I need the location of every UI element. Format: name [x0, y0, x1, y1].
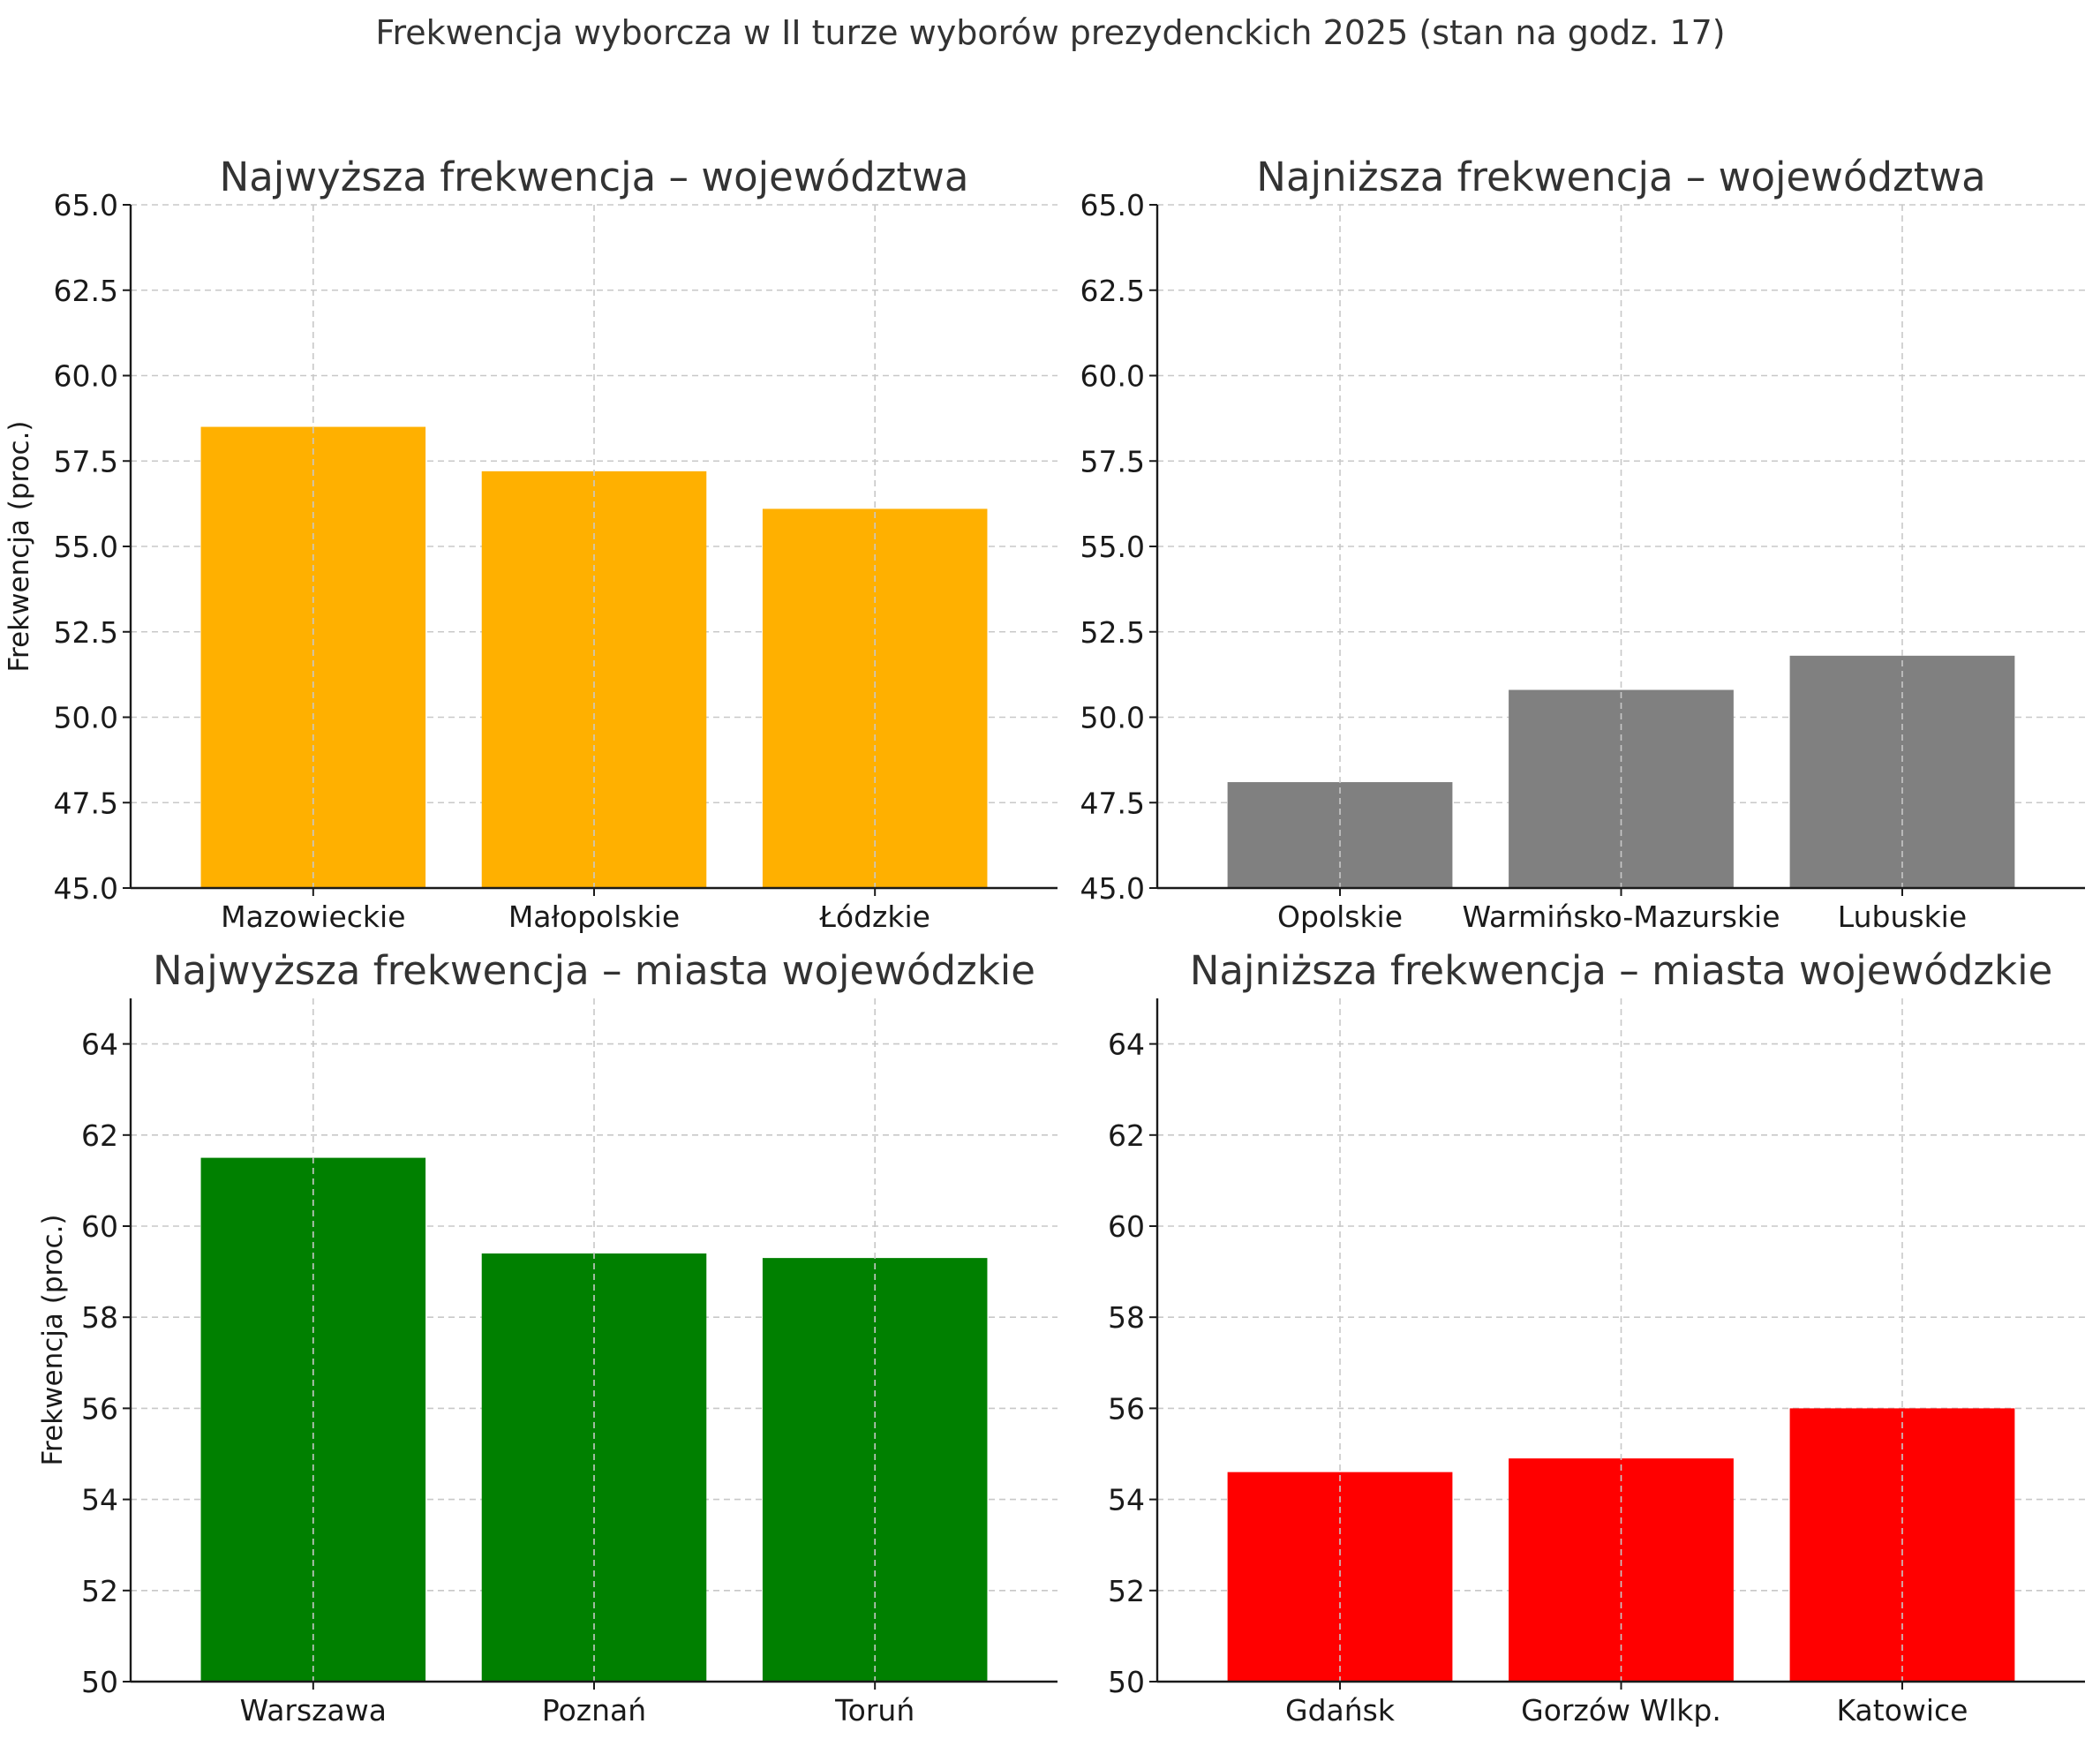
x-tick-label: Gdańsk: [1285, 1693, 1396, 1728]
bar: [1509, 1458, 1734, 1682]
x-tick-label: Warszawa: [240, 1693, 387, 1728]
y-tick-label: 54: [1108, 1483, 1145, 1517]
y-tick-label: 56: [1108, 1391, 1145, 1426]
figure-suptitle: Frekwencja wyborcza w II turze wyborów p…: [375, 13, 1725, 52]
x-tick-label: Opolskie: [1277, 900, 1403, 934]
y-tick-label: 50.0: [54, 701, 118, 735]
y-tick-label: 55.0: [54, 530, 118, 564]
y-tick-label: 47.5: [1080, 786, 1145, 820]
y-tick-label: 54: [81, 1483, 118, 1517]
y-tick-label: 52: [81, 1574, 118, 1608]
y-tick-label: 55.0: [1080, 530, 1145, 564]
y-axis-label: Frekwencja (proc.): [37, 1214, 69, 1465]
panel-highest-voivodeships: Najwyższa frekwencja – województwa 45.0 47…: [4, 154, 1058, 934]
panel-lowest-cities: Najniższa frekwencja – miasta wojewódzki…: [1108, 947, 2085, 1728]
x-tick-label: Poznań: [542, 1693, 646, 1728]
y-tick-label: 45.0: [54, 871, 118, 906]
y-tick-label: 60.0: [1080, 359, 1145, 394]
x-tick-label: Warmińsko-Mazurskie: [1462, 900, 1780, 934]
y-tick-label: 50: [81, 1665, 118, 1699]
y-tick-label: 47.5: [54, 786, 118, 820]
panel-title: Najniższa frekwencja – miasta wojewódzki…: [1190, 947, 2053, 994]
y-axis-label: Frekwencja (proc.): [4, 420, 35, 672]
y-tick-label: 64: [81, 1028, 118, 1062]
x-tick-label: Małopolskie: [508, 900, 680, 934]
y-tick-label: 52.5: [54, 615, 118, 650]
y-tick-label: 62.5: [54, 274, 118, 308]
x-tick-label: Katowice: [1836, 1693, 1968, 1728]
y-tick-label: 50.0: [1080, 701, 1145, 735]
x-tick-label: Mazowieckie: [221, 900, 405, 934]
panel-title: Najniższa frekwencja – województwa: [1256, 154, 1985, 200]
y-tick-label: 57.5: [1080, 444, 1145, 478]
y-tick-label: 60: [81, 1209, 118, 1244]
y-tick-label: 60: [1108, 1209, 1145, 1244]
y-tick-label: 58: [1108, 1300, 1145, 1335]
y-tick-label: 60.0: [54, 359, 118, 394]
panel-lowest-voivodeships: Najniższa frekwencja – województwa 45.0 47…: [1080, 154, 2085, 934]
x-tick-label: Gorzów Wlkp.: [1521, 1693, 1721, 1728]
y-tick-label: 65.0: [1080, 188, 1145, 222]
panel-title: Najwyższa frekwencja – województwa: [220, 154, 969, 200]
y-tick-label: 58: [81, 1300, 118, 1335]
y-tick-label: 52: [1108, 1574, 1145, 1608]
x-tick-label: Lubuskie: [1838, 900, 1967, 934]
y-tick-label: 56: [81, 1391, 118, 1426]
x-tick-label: Toruń: [834, 1693, 915, 1728]
y-tick-label: 57.5: [54, 444, 118, 478]
y-tick-label: 45.0: [1080, 871, 1145, 906]
panel-title: Najwyższa frekwencja – miasta wojewódzki…: [153, 947, 1035, 994]
panel-highest-cities: Najwyższa frekwencja – miasta wojewódzki…: [37, 947, 1058, 1728]
y-tick-label: 62.5: [1080, 274, 1145, 308]
y-tick-label: 62: [1108, 1118, 1145, 1153]
y-tick-label: 65.0: [54, 188, 118, 222]
y-tick-label: 62: [81, 1118, 118, 1153]
x-tick-label: Łódzkie: [818, 900, 930, 934]
y-tick-label: 64: [1108, 1028, 1145, 1062]
y-tick-label: 52.5: [1080, 615, 1145, 650]
bar: [481, 471, 707, 888]
y-tick-label: 50: [1108, 1665, 1145, 1699]
